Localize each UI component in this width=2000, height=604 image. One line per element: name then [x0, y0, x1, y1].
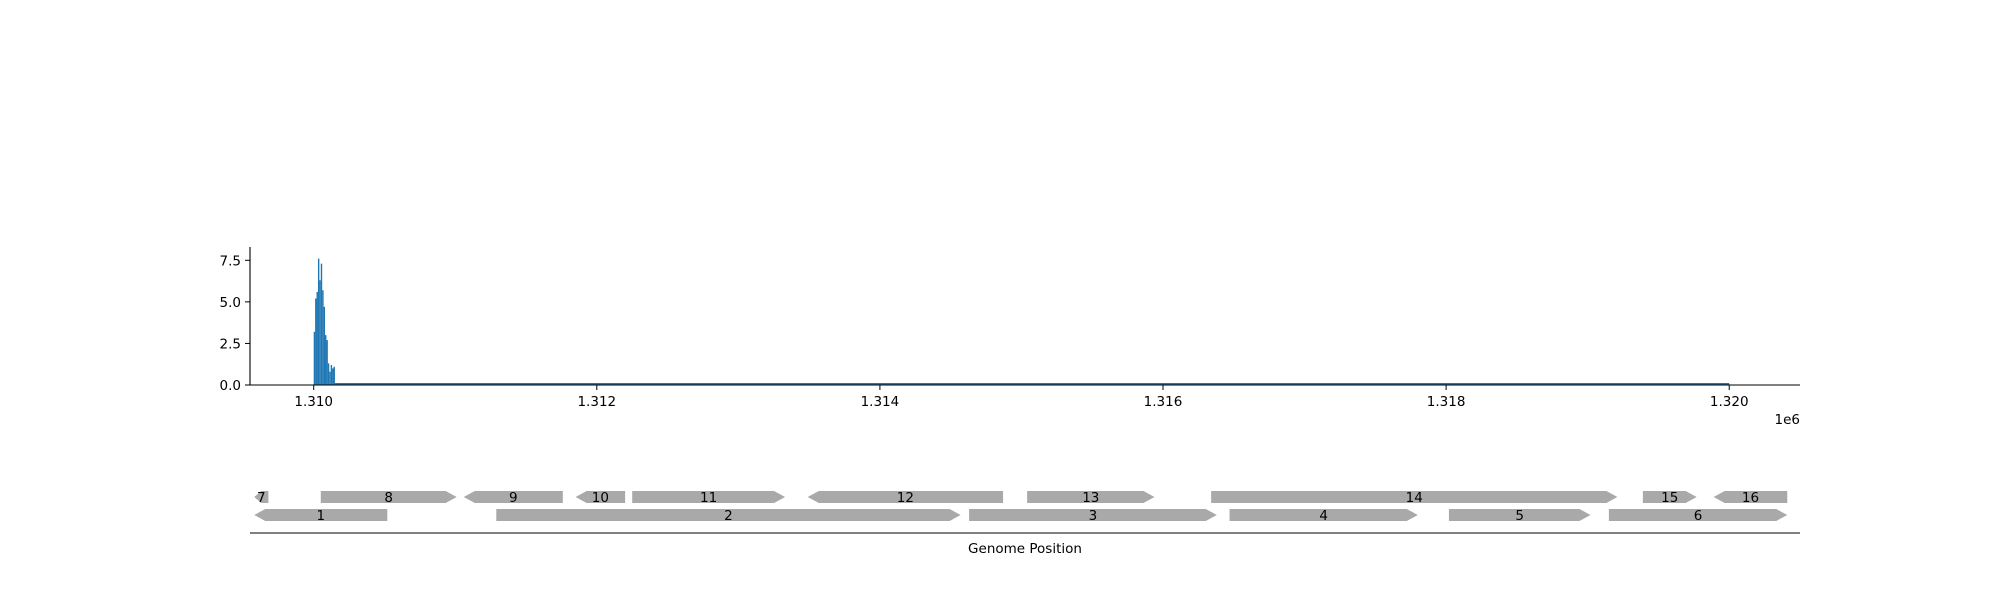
coverage-bar-4 [317, 258, 320, 385]
x-tick-label: 1.312 [577, 394, 616, 410]
gene-arrow-13 [1027, 491, 1155, 503]
y-tick-label: 0.0 [220, 378, 241, 394]
gene-arrow-11 [632, 491, 786, 503]
coverage-bar-7 [322, 290, 324, 385]
gene-arrow-3 [969, 509, 1217, 521]
x-tick-label: 1.318 [1427, 394, 1466, 410]
gene-arrow-6 [1608, 509, 1788, 521]
gene-label-8: 8 [384, 490, 393, 506]
coverage-bar-10 [326, 340, 328, 385]
x-tick-label: 1.316 [1144, 394, 1183, 410]
y-tick-label: 2.5 [220, 336, 241, 352]
gene-label-14: 14 [1406, 490, 1423, 506]
coverage-bar-14 [332, 368, 334, 385]
x-ticks: 1.310 1.312 1.314 1.316 1.318 1.320 [294, 385, 1749, 410]
gene-arrow-8 [320, 491, 457, 503]
coverage-bar-12 [329, 371, 331, 385]
y-tick-label: 5.0 [220, 295, 241, 311]
gene-label-2: 2 [724, 508, 733, 524]
coverage-axes: 1.310 1.312 1.314 1.316 1.318 1.320 0.0 2.5 5.0… [220, 247, 1800, 428]
y-ticks: 0.0 2.5 5.0 7.5 [220, 253, 250, 394]
coverage-bar-11 [327, 363, 330, 385]
x-tick-label: 1.310 [294, 394, 333, 410]
gene-label-3: 3 [1089, 508, 1098, 524]
gene-label-12: 12 [897, 490, 914, 506]
gene-arrow-10 [575, 491, 626, 503]
gene-label-9: 9 [509, 490, 518, 506]
coverage-bar-9 [325, 335, 327, 385]
coverage-bar-13 [330, 365, 333, 385]
gene-arrow-7 [254, 491, 269, 503]
coverage-bar-6 [320, 263, 323, 385]
gene-arrow-1 [254, 509, 388, 521]
coverage-bar-8 [323, 306, 326, 385]
gene-arrows: 7 8 9 10 11 12 13 14 15 161 2 3 4 5 6 [254, 490, 1788, 524]
coverage-bar-5 [319, 280, 321, 385]
gene-label-5: 5 [1515, 508, 1524, 524]
coverage-bar-3 [316, 291, 318, 385]
gene-arrow-12 [807, 491, 1004, 503]
gene-arrow-4 [1229, 509, 1418, 521]
gene-arrow-15 [1642, 491, 1697, 503]
coverage-bar-15 [333, 366, 335, 385]
coverage-bars [313, 258, 1730, 385]
gene-arrow-9 [463, 491, 563, 503]
gene-label-16: 16 [1742, 490, 1759, 506]
coverage-baseline [334, 383, 1730, 385]
gene-label-7: 7 [257, 490, 266, 506]
coverage-bar-2 [315, 298, 317, 385]
gene-arrow-5 [1448, 509, 1591, 521]
gene-label-10: 10 [592, 490, 609, 506]
x-tick-label: 1.320 [1710, 394, 1749, 410]
gene-label-4: 4 [1319, 508, 1328, 524]
gene-arrow-16 [1713, 491, 1788, 503]
gene-label-13: 13 [1082, 490, 1099, 506]
gene-arrow-2 [496, 509, 961, 521]
x-offset-label: 1e6 [1775, 412, 1800, 428]
x-tick-label: 1.314 [861, 394, 900, 410]
coverage-bar-1 [313, 331, 316, 385]
gene-arrow-14 [1211, 491, 1618, 503]
gene-label-6: 6 [1694, 508, 1703, 524]
y-tick-label: 7.5 [220, 253, 241, 269]
gene-label-11: 11 [700, 490, 717, 506]
gene-label-1: 1 [316, 508, 325, 524]
gene-track: 7 8 9 10 11 12 13 14 15 161 2 3 4 5 6 Genome Position [250, 490, 1800, 557]
gene-track-xlabel: Genome Position [968, 541, 1082, 557]
gene-label-15: 15 [1661, 490, 1678, 506]
